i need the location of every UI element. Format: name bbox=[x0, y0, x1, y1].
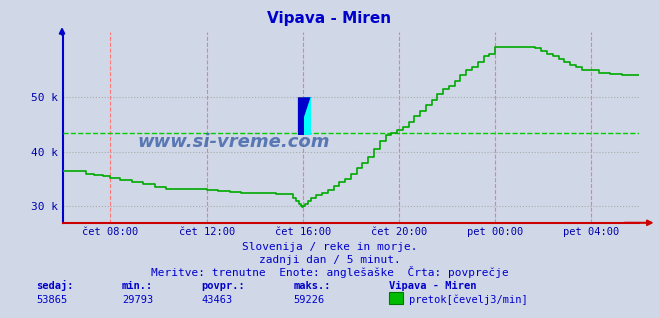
Polygon shape bbox=[298, 97, 310, 135]
Text: 43463: 43463 bbox=[201, 295, 232, 305]
Text: 53865: 53865 bbox=[36, 295, 67, 305]
FancyBboxPatch shape bbox=[304, 116, 310, 135]
Text: Meritve: trenutne  Enote: anglešaške  Črta: povprečje: Meritve: trenutne Enote: anglešaške Črta… bbox=[151, 266, 508, 278]
Text: pretok[čevelj3/min]: pretok[čevelj3/min] bbox=[409, 294, 527, 305]
Text: sedaj:: sedaj: bbox=[36, 280, 74, 291]
FancyBboxPatch shape bbox=[298, 97, 304, 116]
Text: Vipava - Miren: Vipava - Miren bbox=[389, 281, 476, 291]
FancyBboxPatch shape bbox=[304, 97, 310, 116]
Text: maks.:: maks.: bbox=[293, 281, 331, 291]
Text: Slovenija / reke in morje.: Slovenija / reke in morje. bbox=[242, 242, 417, 252]
Text: 59226: 59226 bbox=[293, 295, 324, 305]
Text: povpr.:: povpr.: bbox=[201, 281, 244, 291]
Text: 29793: 29793 bbox=[122, 295, 153, 305]
Text: www.si-vreme.com: www.si-vreme.com bbox=[138, 134, 330, 151]
FancyBboxPatch shape bbox=[298, 116, 304, 135]
Text: min.:: min.: bbox=[122, 281, 153, 291]
Text: Vipava - Miren: Vipava - Miren bbox=[268, 11, 391, 26]
Text: zadnji dan / 5 minut.: zadnji dan / 5 minut. bbox=[258, 255, 401, 265]
